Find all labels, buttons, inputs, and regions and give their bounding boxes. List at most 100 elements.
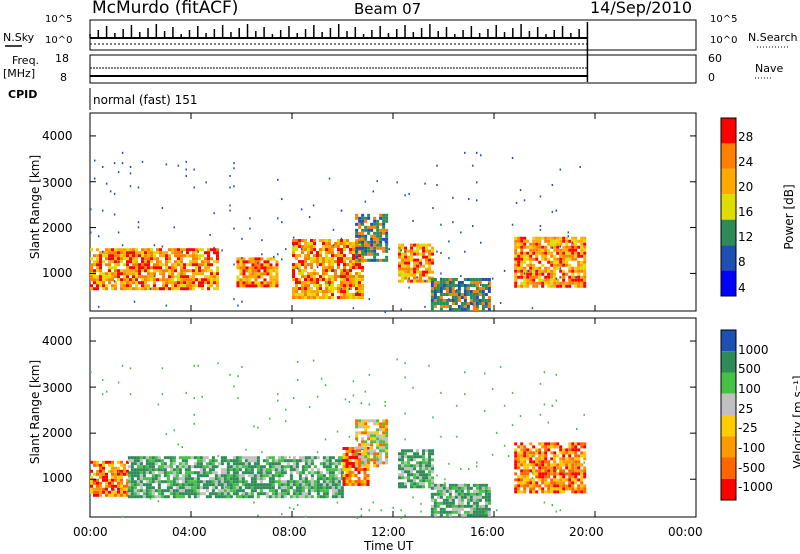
power-cell <box>292 269 295 273</box>
power-cell <box>428 270 432 274</box>
velocity-cell <box>250 477 254 481</box>
power-cell <box>547 260 551 264</box>
power-cell <box>559 260 563 264</box>
velocity-cell <box>238 480 242 484</box>
nsky-strip-frame <box>89 19 697 51</box>
velocity-cell <box>520 451 524 455</box>
power-cell <box>436 290 440 293</box>
velocity-cell <box>544 460 548 464</box>
velocity-cell <box>133 495 137 499</box>
power-cell <box>349 296 352 300</box>
velocity-cell <box>280 480 284 484</box>
velocity-cell <box>253 477 257 481</box>
velocity-cell <box>457 507 461 511</box>
power-cell <box>553 272 557 276</box>
power-cell <box>301 290 304 294</box>
velocity-cell <box>379 437 383 441</box>
velocity-cell <box>577 457 581 461</box>
velocity-cell <box>328 483 332 487</box>
velocity-cell <box>445 498 449 502</box>
velocity-cell <box>187 483 191 487</box>
velocity-cell <box>250 495 254 499</box>
velocity-cell <box>385 434 389 438</box>
velocity-cell <box>457 492 461 496</box>
power-cell <box>162 269 165 273</box>
power-cell <box>517 266 521 270</box>
velocity-cell <box>157 471 161 475</box>
velocity-cell <box>553 442 557 446</box>
velocity-cell <box>520 463 524 467</box>
velocity-cell <box>451 498 455 502</box>
power-cell <box>239 266 243 270</box>
velocity-cell <box>364 428 368 432</box>
power-cell <box>93 260 96 264</box>
power-cell <box>177 263 180 267</box>
power-cell <box>129 287 132 291</box>
noise-dot <box>129 165 132 168</box>
power-cell <box>517 251 521 255</box>
velocity-cell <box>328 480 332 484</box>
velocity-cell <box>571 484 575 488</box>
velocity-cell <box>169 471 173 475</box>
noise-dot <box>360 402 363 405</box>
velocity-cell <box>154 468 158 472</box>
velocity-cell <box>469 510 473 514</box>
power-cell <box>120 284 123 288</box>
noise-dot <box>348 435 351 438</box>
velocity-cell <box>428 467 432 471</box>
velocity-cell <box>331 462 335 466</box>
power-cell <box>430 305 434 308</box>
power-cell <box>307 257 310 261</box>
velocity-cell <box>547 445 551 449</box>
velocity-cell <box>235 486 239 490</box>
power-cell <box>538 251 542 255</box>
velocity-cell <box>334 489 338 493</box>
power-cell <box>520 257 524 261</box>
velocity-cell <box>413 485 417 489</box>
velocity-cell <box>577 472 581 476</box>
power-cell <box>451 299 455 302</box>
velocity-cell <box>292 492 296 496</box>
power-cell <box>520 263 524 267</box>
velocity-cell <box>271 459 275 463</box>
power-cell <box>544 248 548 252</box>
power-cell <box>422 273 426 277</box>
velocity-cell <box>304 468 308 472</box>
velocity-cell <box>163 495 167 499</box>
velocity-cell <box>382 422 386 426</box>
noise-dot <box>460 275 462 278</box>
power-cell <box>422 279 426 283</box>
velocity-cell <box>111 493 114 497</box>
velocity-cell <box>250 474 254 478</box>
power-cell <box>186 284 189 288</box>
power-cell <box>334 260 337 264</box>
power-cell <box>147 248 150 252</box>
power-cell <box>469 290 473 293</box>
power-cell <box>583 248 587 252</box>
velocity-cell <box>559 490 563 494</box>
power-cell <box>431 261 435 265</box>
velocity-cell <box>517 490 521 494</box>
velocity-cell <box>379 455 383 459</box>
velocity-cell <box>428 461 432 465</box>
velocity-cell <box>422 455 426 459</box>
power-cell <box>269 275 273 279</box>
power-cell <box>436 302 440 305</box>
noise-dot <box>479 154 482 157</box>
velocity-cell <box>127 474 131 478</box>
velocity-cell <box>475 489 479 493</box>
power-cell <box>352 254 355 258</box>
velocity-cell <box>481 504 485 508</box>
power-cell <box>460 293 464 296</box>
power-cell <box>553 239 557 243</box>
power-cell <box>331 281 334 285</box>
power-cell <box>562 269 566 273</box>
power-cell <box>571 248 575 252</box>
velocity-cell <box>328 477 332 481</box>
velocity-cell <box>357 452 361 456</box>
velocity-cell <box>175 483 179 487</box>
power-cell <box>310 296 313 300</box>
velocity-cell <box>342 464 346 468</box>
power-cell <box>574 281 578 285</box>
velocity-cell <box>289 465 293 469</box>
